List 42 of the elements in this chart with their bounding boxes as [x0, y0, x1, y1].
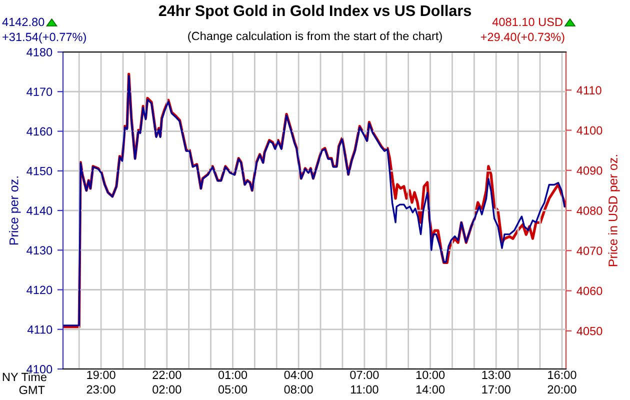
text: +29.40(+0.73%): [480, 32, 564, 44]
x-tick-label: 04:00: [284, 370, 313, 380]
y2-tick-label: 4060: [576, 286, 602, 296]
text: 4142.80: [2, 18, 44, 26]
x-tick-label: 22:00: [152, 370, 182, 380]
y-tick-label: 4140: [26, 206, 52, 215]
y2-axis-title: Price in USD per oz.: [608, 155, 620, 266]
y2-tick-label: 4080: [576, 206, 602, 215]
text: (Change calculation is from the start of the chart): [188, 32, 442, 42]
y-tick-label: 4170: [26, 88, 52, 96]
y-tick-label: 4120: [26, 286, 52, 294]
y-tick-label: 4110: [27, 325, 52, 334]
y-tick-label: 4100: [26, 365, 52, 374]
y-axis-title: Price per oz.: [9, 176, 21, 245]
text: GMT: [19, 386, 45, 394]
y-tick-label: 4160: [26, 127, 52, 136]
y-tick-label: 4180: [26, 48, 52, 56]
x2-tick-label: 14:00: [416, 385, 445, 394]
chart-title: 24hr Spot Gold in Gold Index vs US Dollars: [158, 4, 472, 20]
x2-tick-label: 08:00: [284, 385, 313, 394]
text: NY Time: [2, 372, 46, 382]
x2-tick-label: 23:00: [86, 385, 116, 394]
x-tick-label: 19:00: [87, 370, 116, 380]
text: +31.54(+0.77%): [2, 32, 86, 44]
y2-tick-label: 4100: [576, 126, 602, 135]
x-tick-label: 16:00: [548, 370, 576, 380]
x-tick-label: 07:00: [350, 370, 379, 380]
y-tick-label: 4150: [26, 166, 52, 176]
x-tick-label: 10:00: [416, 370, 445, 380]
x-tick-label: 01:00: [218, 370, 248, 380]
y2-tick-label: 4110: [576, 86, 602, 95]
x-tick-label: 13:00: [482, 370, 510, 380]
y2-tick-label: 4070: [576, 246, 602, 256]
x2-tick-label: 02:00: [152, 385, 182, 394]
y2-tick-label: 4090: [576, 166, 602, 175]
text: 4081.10 USD: [492, 18, 562, 26]
y-tick-label: 4130: [26, 246, 52, 255]
x2-tick-label: 05:00: [218, 385, 248, 394]
x2-tick-label: 11:00: [351, 385, 378, 394]
x2-tick-label: 20:00: [548, 385, 576, 394]
y2-tick-label: 4050: [576, 326, 602, 336]
x2-tick-label: 17:00: [482, 385, 510, 394]
